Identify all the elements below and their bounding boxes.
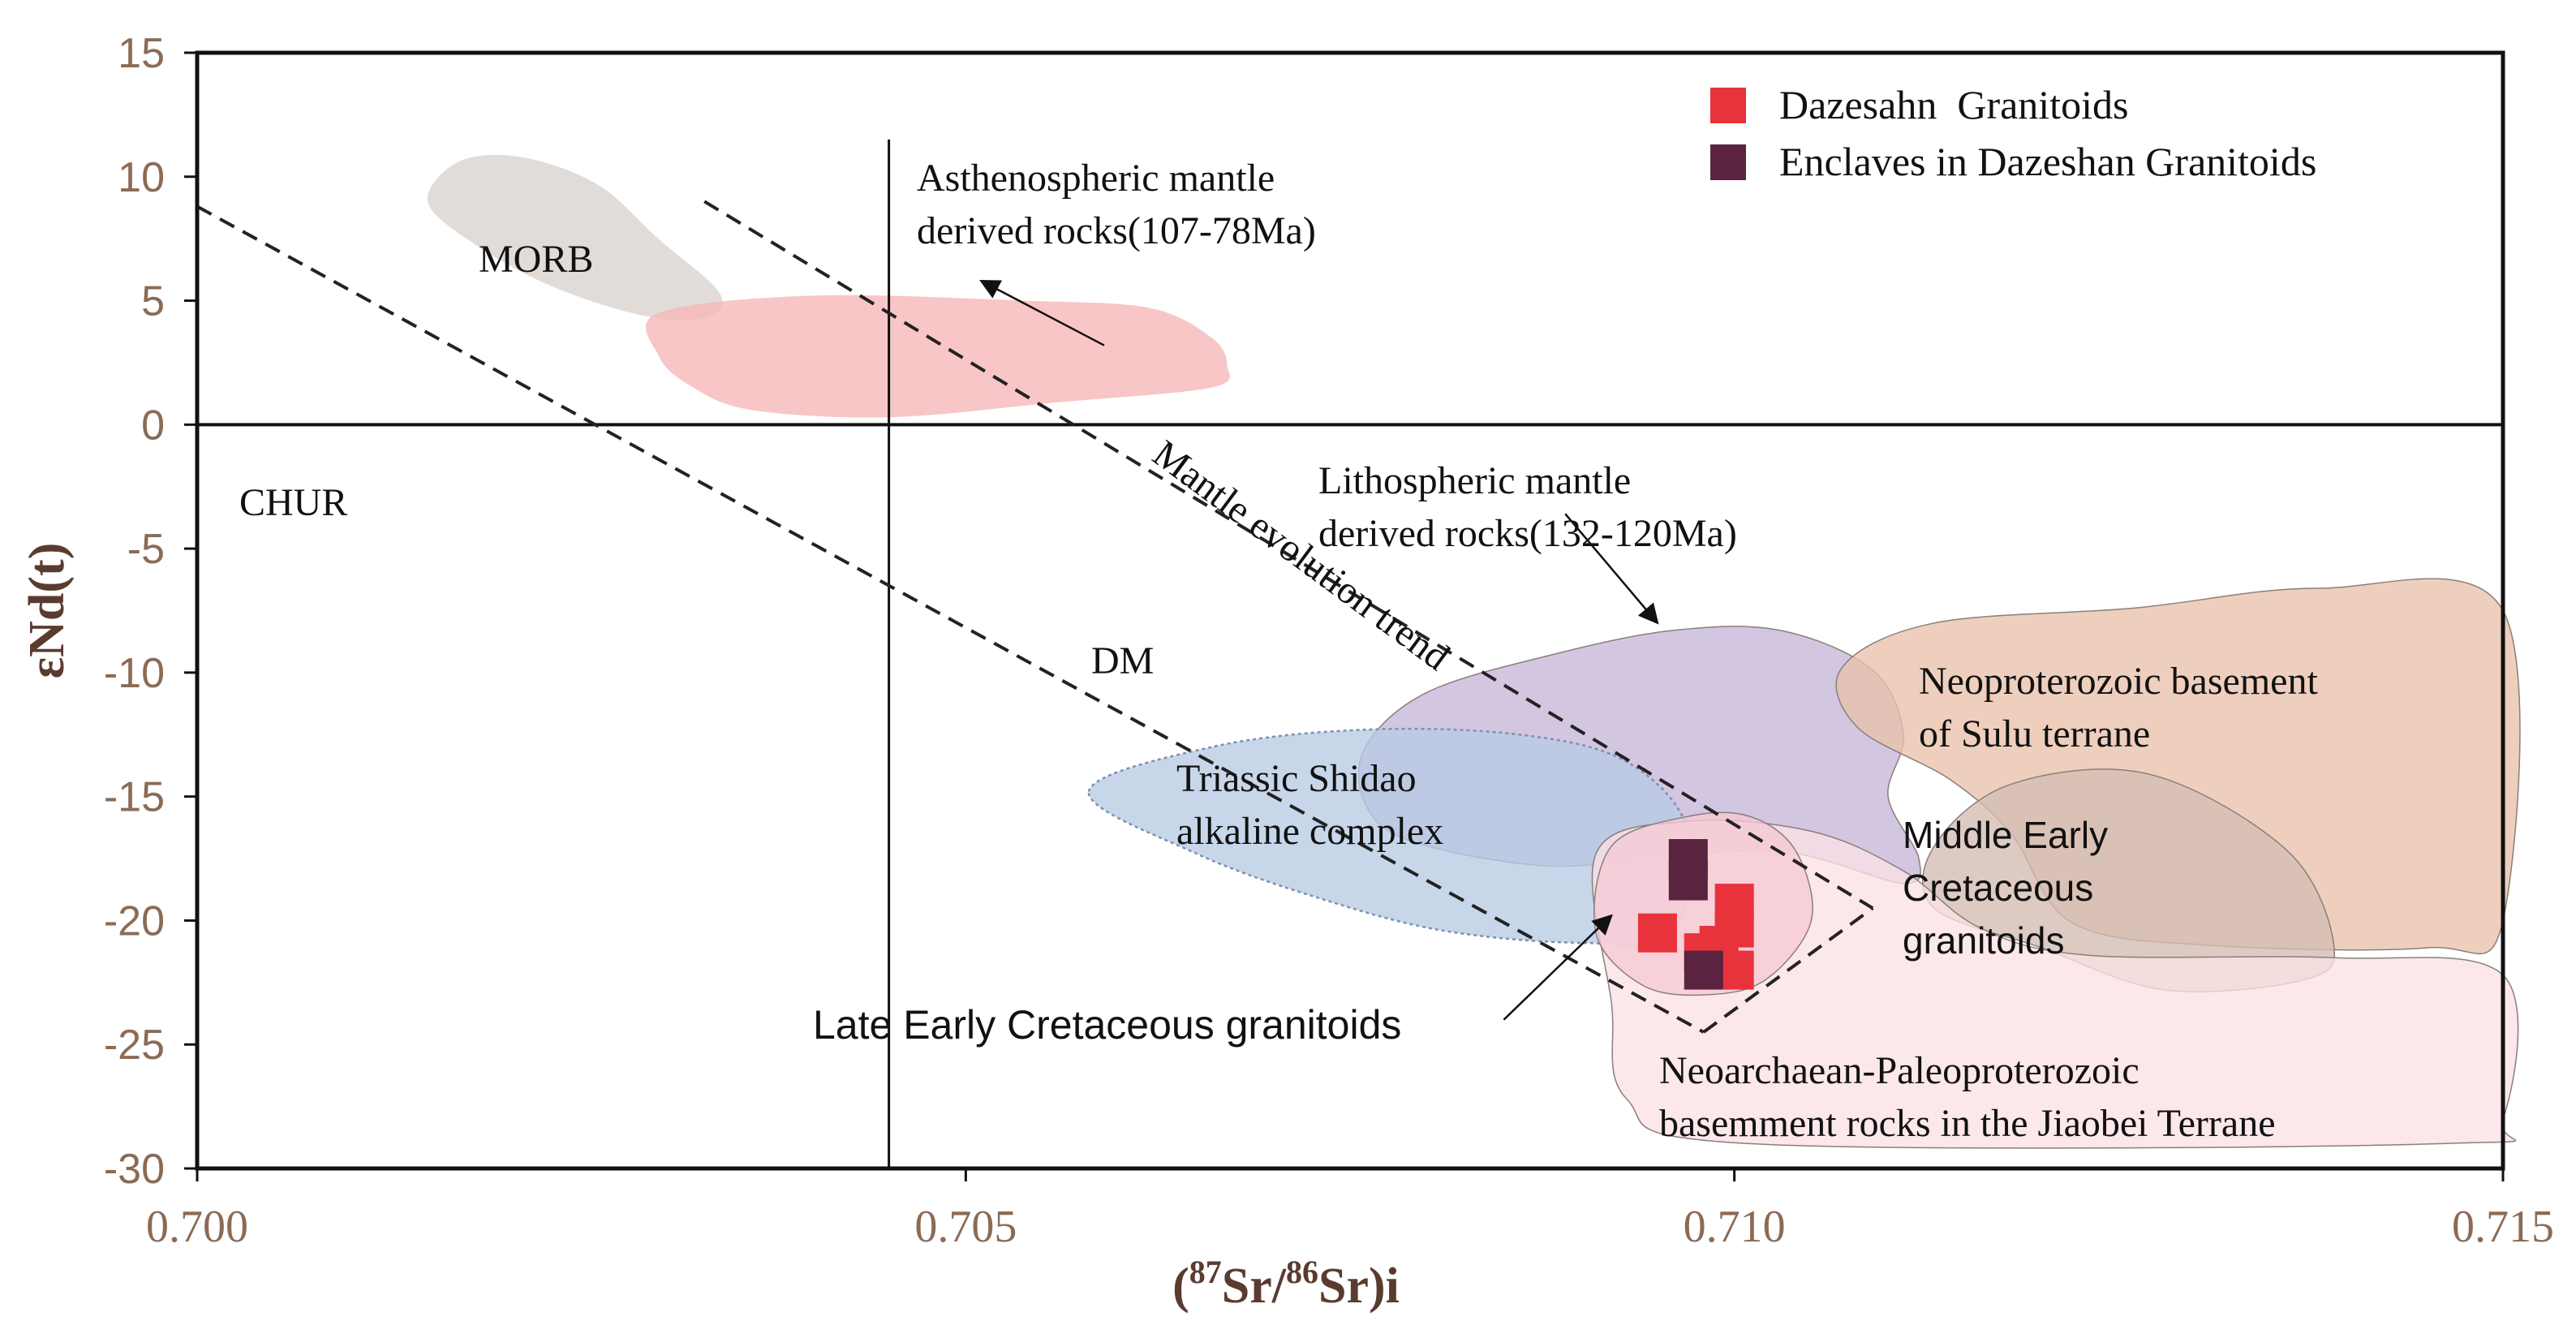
y-tick-label: 10 [118,154,165,201]
lithospheric-label-line-2: derived rocks(132-120Ma) [1318,512,1737,555]
neoproterozoic-label-line-1: Neoproterozoic basement [1919,660,2318,703]
middle-early-label-line-2: Cretaceous [1903,867,2093,909]
legend-label-dazeshan-granitoids: Dazesahn Granitoids [1779,82,2128,127]
y-tick-label: -20 [104,897,165,945]
plot-frame [195,50,2505,1171]
field-asthenospheric-mantle-derived-rocks [645,295,1230,418]
x-tick-label: 0.705 [914,1202,1017,1252]
y-tick-label: 5 [141,278,165,325]
dm-label: DM [1091,639,1154,682]
morb-label: MORB [479,238,593,281]
y-tick-label: 15 [118,30,165,77]
trend-cap-line [1702,906,1874,1034]
upper-trend-line [703,200,1874,910]
shidao-label-line-2: alkaline complex [1176,810,1443,853]
points-layer [1637,839,1754,990]
y-tick-label: -5 [127,526,165,573]
x-tick-label: 0.700 [146,1202,248,1252]
arrow-asthenospheric [979,279,1105,346]
middle-early-label-line-1: Middle Early [1903,814,2108,856]
y-tick-label: -30 [104,1146,165,1193]
point-enclaves-in-dazeshan-granitoids-2 [1684,950,1723,990]
y-tick-label: -10 [104,650,165,697]
legend-swatch-dazeshan-granitoids [1710,88,1746,123]
chur-label: CHUR [239,481,347,524]
shidao-label-line-1: Triassic Shidao [1176,757,1417,800]
lines-layer [196,139,2503,1168]
y-tick-label: 0 [141,402,165,449]
jiaobei-label-line-2: basemment rocks in the Jiaobei Terrane [1659,1102,2276,1145]
y-tick-label: -15 [104,774,165,821]
x-axis-title: (87Sr/86Sr)i [1172,1254,1400,1314]
y-axis-title: εNd(t) [19,543,75,679]
lower-trend-line [196,204,1705,1034]
field-neoarchaean-paleoproterozoic-basement-rocks-in-the-jiaobei-terrane [1591,819,2519,1149]
asthenospheric-label-line-1: Asthenospheric mantle [917,157,1275,200]
arrow-lithospheric [1564,513,1659,625]
fields-layer [427,154,2521,1149]
x-tick-label: 0.710 [1684,1202,1786,1252]
legend-label-enclaves: Enclaves in Dazeshan Granitoids [1779,139,2316,184]
jiaobei-label-line-1: Neoarchaean-Paleoproterozoic [1659,1049,2139,1092]
ticks-layer: 15 10 5 0 -5 -10 -15 -20 -25 -30 0.700 0.705 0.710 0.… [104,30,2554,1252]
middle-early-label-line-3: granitoids [1903,919,2064,962]
y-tick-label: -25 [104,1022,165,1069]
x-tick-label: 0.715 [2452,1202,2554,1252]
point-enclaves-in-dazeshan-granitoids-1 [1668,861,1708,901]
legend: Dazesahn Granitoids Enclaves in Dazeshan… [1710,82,2316,184]
asthenospheric-label-line-2: derived rocks(107-78Ma) [917,209,1316,252]
late-early-label: Late Early Cretaceous granitoids [813,1002,1401,1048]
point-dazesahn-granitoids-0 [1637,913,1677,953]
arrow-late-early [1503,914,1613,1021]
lithospheric-label-line-1: Lithospheric mantle [1318,459,1631,502]
legend-swatch-enclaves [1710,144,1746,180]
neoproterozoic-label-line-2: of Sulu terrane [1919,712,2150,755]
field-morb [427,154,723,321]
